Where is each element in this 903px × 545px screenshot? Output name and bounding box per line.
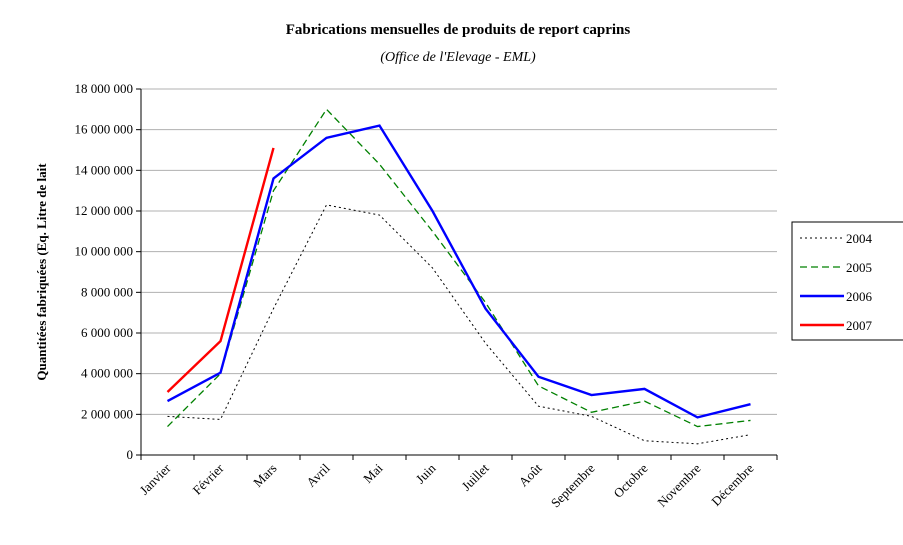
x-tick-label: Août — [516, 460, 545, 489]
x-tick-label: Octobre — [610, 460, 650, 500]
y-tick-label: 0 — [127, 447, 134, 462]
legend-label: 2007 — [846, 318, 873, 333]
series-line — [167, 204, 751, 445]
x-tick-label: Décembre — [708, 460, 757, 509]
y-tick-label: 10 000 000 — [75, 244, 134, 259]
y-tick-label: 12 000 000 — [75, 203, 134, 218]
plot-area — [141, 89, 777, 455]
x-tick-label: Février — [189, 460, 227, 498]
series-line — [166, 124, 751, 419]
y-tick-label: 16 000 000 — [75, 122, 134, 137]
x-tick-label: Septembre — [548, 460, 598, 510]
series-line — [167, 108, 751, 428]
x-tick-label: Mars — [250, 461, 279, 490]
series-line — [166, 147, 275, 393]
x-tick-label: Avril — [303, 460, 333, 490]
y-axis-label: Quantitées fabriquées (Eq. Litre de lait — [34, 163, 49, 381]
y-tick-label: 6 000 000 — [81, 325, 133, 340]
legend-label: 2006 — [846, 289, 873, 304]
x-tick-label: Janvier — [136, 460, 174, 498]
y-tick-label: 2 000 000 — [81, 406, 133, 421]
x-tick-label: Mai — [360, 460, 386, 486]
chart-subtitle: (Office de l'Elevage - EML) — [380, 50, 536, 65]
x-tick-label: Juillet — [459, 460, 492, 493]
y-tick-label: 8 000 000 — [81, 284, 133, 299]
legend-label: 2004 — [846, 231, 873, 246]
chart-title: Fabrications mensuelles de produits de r… — [286, 22, 631, 38]
legend-label: 2005 — [846, 260, 872, 275]
y-tick-label: 18 000 000 — [75, 81, 134, 96]
y-tick-label: 14 000 000 — [75, 162, 134, 177]
x-tick-label: Juin — [413, 460, 439, 486]
y-tick-label: 4 000 000 — [81, 366, 133, 381]
x-tick-label: Novembre — [654, 460, 704, 510]
legend-box — [791, 221, 903, 341]
